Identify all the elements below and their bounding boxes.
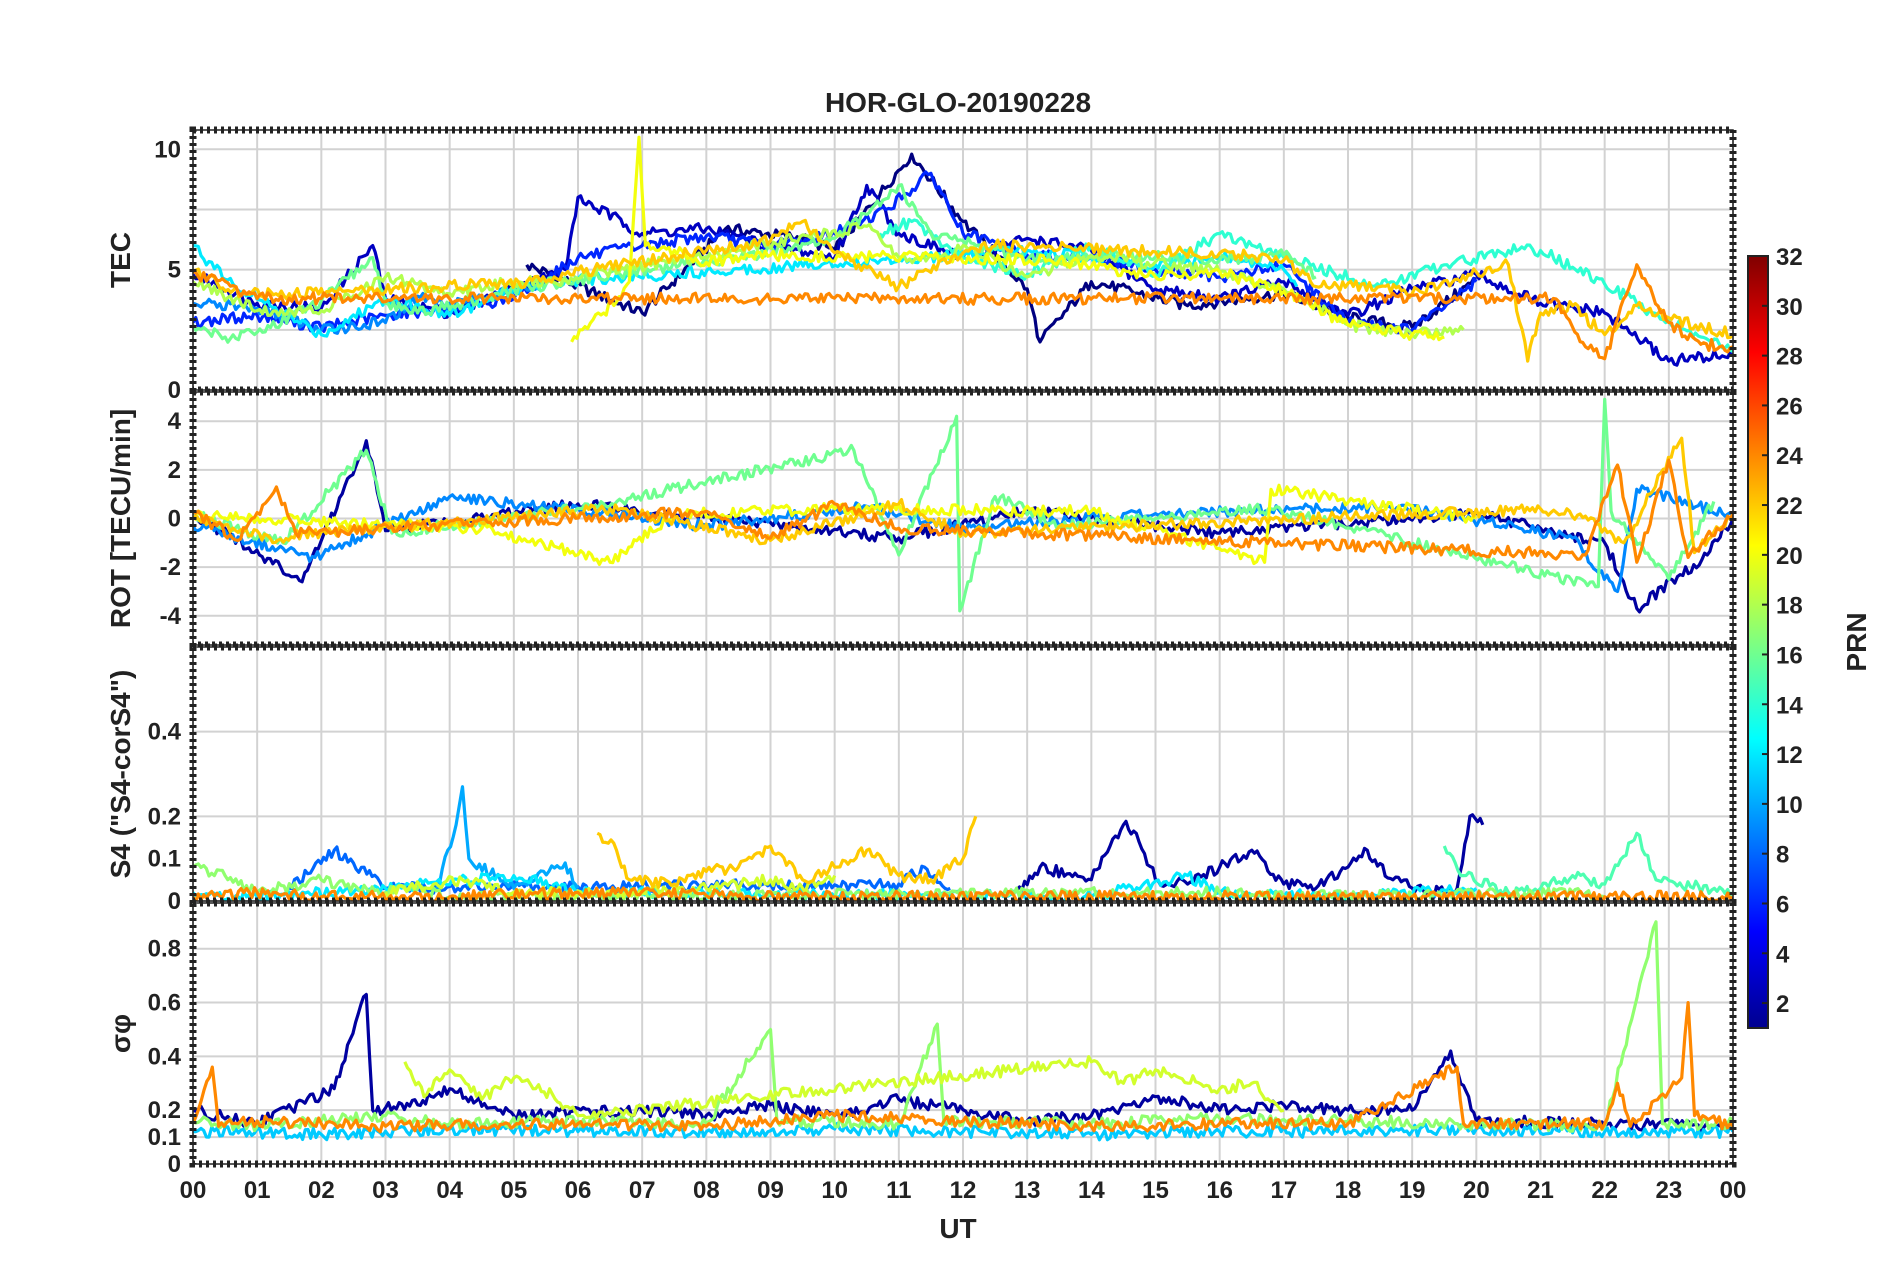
colorbar-tick-label: 28 [1776,344,1803,371]
series-prn-19 [403,1055,1285,1120]
series-prn-24 [193,458,1733,564]
panel-border [192,902,1734,1165]
series-prn-22 [193,436,1733,555]
colorbar-tick-label: 14 [1776,692,1803,719]
y-tick-label: 10 [154,136,181,163]
colorbar-tick-label: 12 [1776,742,1803,769]
y-tick-label: -4 [160,603,182,630]
colorbar-tick-label: 10 [1776,792,1803,819]
colorbar-tick-label: 2 [1776,991,1789,1018]
x-tick-label: 00 [180,1177,207,1204]
y-tick-label: 0 [168,377,181,404]
y-tick-label: 0.2 [148,1097,181,1124]
series-prn-14 [878,217,1733,353]
panel-tec: 0 5 10 TEC [105,126,1737,404]
y-tick-label: 0 [168,506,181,533]
y-axis-label: σφ [105,1014,136,1053]
series-group [193,397,1733,614]
panel-sigma: 00.10.2 0.4 0.6 0.8 σφ [105,899,1737,1178]
colorbar-tick-label: 22 [1776,493,1803,520]
y-tick-label: 0.2 [148,803,181,830]
x-tick-label: 16 [1206,1177,1233,1204]
y-axis-label: TEC [105,232,136,288]
colorbar-gradient [1747,255,1769,1029]
colorbar-tick-label: 30 [1776,294,1803,321]
x-tick-label: 07 [629,1177,656,1204]
colorbar-tick-label: 18 [1776,593,1803,620]
colorbar-tick-label: 24 [1776,443,1803,470]
series-prn-16 [193,397,1716,613]
x-tick-label: 01 [244,1177,271,1204]
series-prn-10 [435,785,580,890]
series-group [193,920,1733,1142]
y-axis-label: S4 ("S4-corS4") [105,670,136,879]
colorbar-tick-label: 26 [1776,393,1803,420]
x-tick-label: 20 [1463,1177,1490,1204]
series-prn-22 [193,218,1733,363]
x-tick-label: 17 [1270,1177,1297,1204]
series-prn-24 [193,263,1733,361]
y-tick-label: 0 [168,1151,181,1178]
y-tick-label: 0.1 [148,1124,181,1151]
y-tick-label: 0.4 [148,1043,182,1070]
panel-rot: -4 -2 0 2 4 ROT [TECU/min] [105,388,1737,649]
x-axis: 00 01 02 03 04 05 06 07 08 09 10 11 12 13 14 15 16 17 18 19… [180,1177,1747,1204]
x-tick-label: 04 [436,1177,463,1204]
x-axis-label: UT [939,1213,976,1244]
x-tick-label: 23 [1655,1177,1682,1204]
series-group [193,135,1733,367]
colorbar-tick-label: 4 [1776,941,1790,968]
x-tick-label: 02 [308,1177,335,1204]
x-tick-label: 09 [757,1177,784,1204]
y-tick-label: 0.8 [148,936,181,963]
series-prn-22 [596,815,978,889]
x-tick-label: 05 [500,1177,527,1204]
panel-s4: 0 0.1 0.2 0.4 S4 ("S4-corS4") [105,643,1737,915]
x-tick-label: 06 [565,1177,592,1204]
series-prn-2 [193,992,1733,1133]
x-tick-label: 21 [1527,1177,1554,1204]
x-tick-label: 14 [1078,1177,1105,1204]
x-tick-label: 15 [1142,1177,1169,1204]
x-tick-label: 19 [1399,1177,1426,1204]
y-tick-label: 4 [168,408,182,435]
x-tick-label: 10 [821,1177,848,1204]
x-tick-label: 13 [1014,1177,1041,1204]
y-tick-label: 0.1 [148,846,181,873]
y-tick-label: 2 [168,457,181,484]
x-tick-label: 00 [1720,1177,1747,1204]
colorbar-label: PRN [1841,612,1872,671]
y-tick-label: 0 [168,888,181,915]
x-tick-label: 18 [1335,1177,1362,1204]
y-tick-label: 0.6 [148,990,181,1017]
colorbar-tick-label: 6 [1776,891,1789,918]
x-tick-label: 08 [693,1177,720,1204]
x-tick-label: 12 [950,1177,977,1204]
colorbar-tick-label: 32 [1776,244,1803,271]
y-tick-label: 5 [168,257,181,284]
colorbar-tick-label: 20 [1776,543,1803,570]
series-prn-24 [193,1001,1733,1134]
x-tick-label: 11 [886,1177,911,1204]
y-tick-label: -2 [160,554,181,581]
series-prn-2 [1013,813,1485,899]
series-prn-15 [1442,831,1733,899]
colorbar-tick-label: 16 [1776,642,1803,669]
x-tick-label: 22 [1591,1177,1618,1204]
x-tick-label: 03 [372,1177,399,1204]
y-tick-label: 0.4 [148,719,182,746]
colorbar-tick-label: 8 [1776,842,1789,869]
y-axis-label: ROT [TECU/min] [105,409,136,628]
chart-title: HOR-GLO-20190228 [825,87,1091,118]
